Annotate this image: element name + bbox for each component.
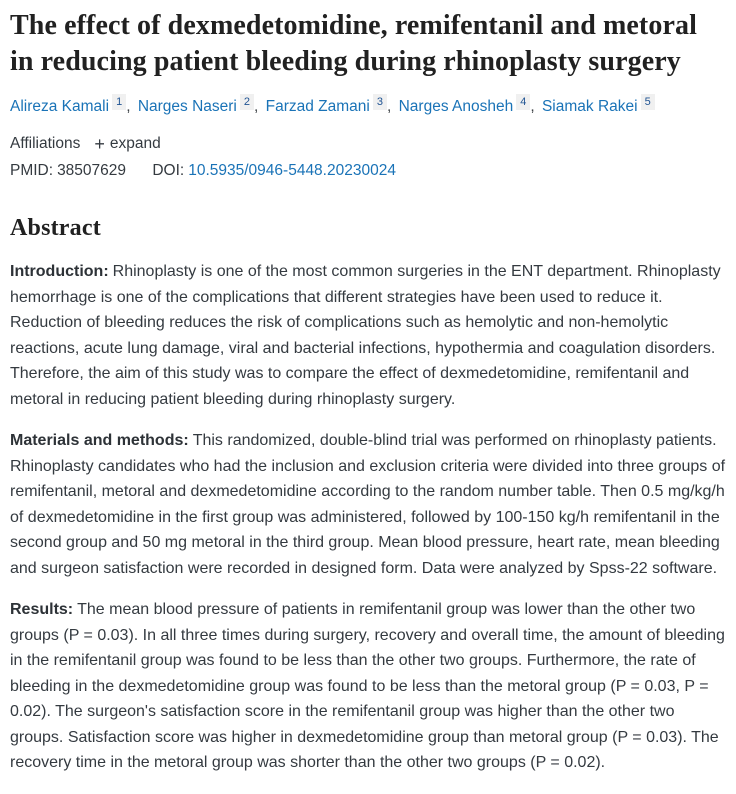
author-affiliation-sup[interactable]: 4 — [516, 94, 531, 110]
author-item: Farzad Zamani 3 — [265, 94, 387, 115]
section-label: Materials and methods: — [10, 432, 189, 449]
author-item: Narges Anosheh 4 — [398, 94, 531, 115]
authors-separator: , — [386, 98, 392, 115]
author-item: Alireza Kamali 1 — [10, 94, 127, 115]
author-link[interactable]: Narges Naseri — [137, 98, 237, 115]
section-text: The mean blood pressure of patients in r… — [10, 601, 725, 771]
abstract-section-introduction: Introduction: Rhinoplasty is one of the m… — [10, 259, 726, 412]
authors-separator: , — [126, 98, 131, 115]
abstract-section-results: Results: The mean blood pressure of patie… — [10, 597, 726, 776]
section-label: Results: — [10, 601, 74, 618]
abstract-section-materials-methods: Materials and methods: This randomized, d… — [10, 428, 726, 581]
identifiers-row: PMID: 38507629 DOI: 10.5935/0946-5448.2023… — [10, 162, 726, 180]
doi-group: DOI: 10.5935/0946-5448.20230024 — [152, 162, 396, 179]
author-affiliation-sup[interactable]: 1 — [112, 94, 127, 110]
section-text: This randomized, double-blind trial was … — [10, 432, 726, 577]
author-link[interactable]: Farzad Zamani — [265, 98, 370, 115]
pmid-value: 38507629 — [57, 162, 127, 179]
section-text: Rhinoplasty is one of the most common su… — [10, 263, 721, 408]
doi-link[interactable]: 10.5935/0946-5448.20230024 — [188, 162, 396, 179]
abstract-heading: Abstract — [10, 215, 101, 241]
authors-separator: , — [254, 98, 259, 115]
doi-label: DOI: — [152, 162, 185, 179]
section-label: Introduction: — [10, 263, 109, 280]
affiliations-label: Affiliations — [10, 135, 81, 152]
author-item: Siamak Rakei 5 — [541, 94, 655, 115]
plus-icon: + — [94, 134, 105, 154]
author-affiliation-sup[interactable]: 3 — [372, 94, 387, 110]
author-item: Narges Naseri 2 — [137, 94, 254, 115]
author-link[interactable]: Narges Anosheh — [398, 98, 514, 115]
affiliations-expand-button[interactable]: + expand — [94, 135, 160, 153]
affiliations-row: Affiliations + expand — [10, 135, 726, 153]
article-abstract-page: The effect of dexmedetomidine, remifenta… — [10, 10, 726, 776]
author-affiliation-sup[interactable]: 2 — [239, 94, 254, 110]
authors-separator: , — [530, 98, 535, 115]
pmid-label: PMID: — [10, 162, 54, 179]
authors-list: Alireza Kamali 1, Narges Naseri 2, Farzad … — [10, 94, 726, 118]
author-affiliation-sup[interactable]: 5 — [640, 94, 655, 110]
expand-label: expand — [109, 135, 161, 152]
author-link[interactable]: Siamak Rakei — [541, 98, 638, 115]
author-link[interactable]: Alireza Kamali — [10, 98, 110, 115]
page-title: The effect of dexmedetomidine, remifenta… — [10, 10, 697, 77]
